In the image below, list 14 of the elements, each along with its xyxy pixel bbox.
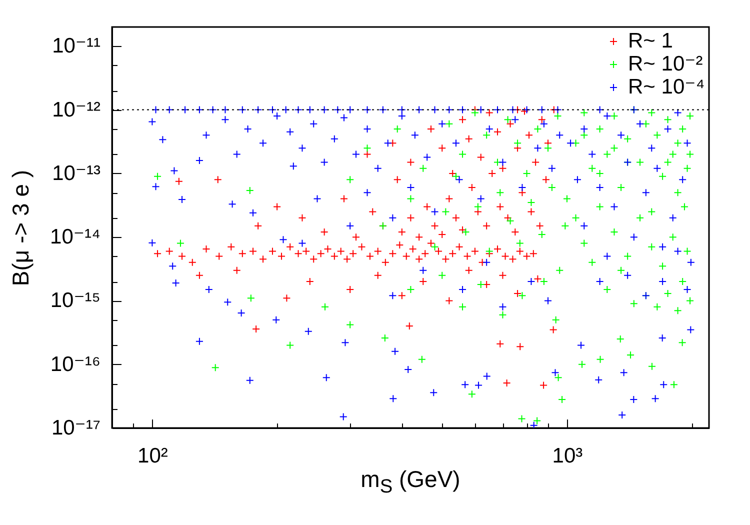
y-tick-label: 10⁻¹⁵ xyxy=(50,289,100,312)
y-tick-label: 10⁻¹⁶ xyxy=(50,352,100,376)
x-axis-title: m$_{S}$ (GeV) xyxy=(360,466,462,498)
y-tick-label: 10⁻¹² xyxy=(52,98,100,122)
y-tick-label: 10⁻¹³ xyxy=(52,162,100,185)
y-tick-label: 10⁻¹⁷ xyxy=(51,416,100,440)
legend-label: R~ 1 xyxy=(628,30,673,52)
legend-label: R~ 10⁻² xyxy=(628,52,703,76)
y-axis-title: B(μ -> 3 e ) xyxy=(8,170,34,286)
y-tick-label: 10⁻¹⁴ xyxy=(50,226,100,249)
legend-label: R~ 10⁻⁴ xyxy=(628,76,705,98)
y-tick-label: 10⁻¹¹ xyxy=(52,34,100,58)
x-tick-label: 10² xyxy=(138,444,168,468)
x-tick-label: 10³ xyxy=(552,444,583,468)
